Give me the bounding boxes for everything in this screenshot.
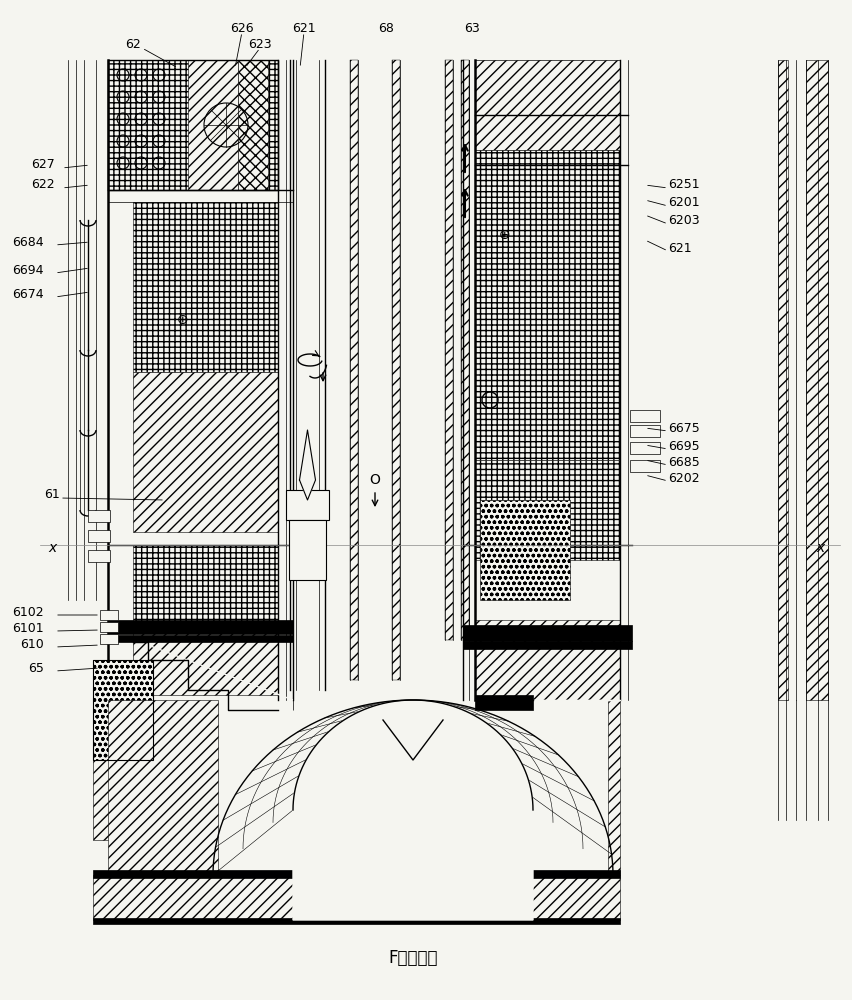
Text: 626: 626 bbox=[230, 21, 254, 34]
Bar bbox=[93, 918, 620, 924]
Text: 63: 63 bbox=[464, 21, 480, 34]
Bar bbox=[475, 60, 620, 115]
Text: 6674: 6674 bbox=[13, 288, 44, 300]
Bar bbox=[93, 760, 173, 840]
Bar bbox=[286, 490, 329, 520]
Text: 6251: 6251 bbox=[668, 178, 699, 192]
Bar bbox=[475, 620, 620, 700]
Bar bbox=[350, 60, 358, 680]
Text: 6675: 6675 bbox=[668, 422, 699, 434]
Bar bbox=[778, 60, 788, 700]
Bar bbox=[93, 870, 620, 878]
Bar bbox=[108, 60, 278, 190]
Text: x: x bbox=[816, 541, 824, 555]
Bar bbox=[100, 610, 118, 620]
Bar bbox=[108, 700, 218, 875]
Bar bbox=[475, 60, 620, 150]
Bar bbox=[463, 641, 632, 649]
Bar bbox=[133, 372, 278, 532]
Bar bbox=[93, 660, 153, 760]
Text: 6202: 6202 bbox=[668, 472, 699, 485]
Bar bbox=[480, 500, 570, 600]
Bar bbox=[461, 60, 469, 640]
Text: 627: 627 bbox=[32, 158, 55, 172]
Text: 68: 68 bbox=[378, 21, 394, 34]
Text: 62: 62 bbox=[125, 38, 141, 51]
Bar bbox=[88, 530, 110, 542]
Bar bbox=[445, 60, 453, 640]
Bar bbox=[475, 150, 620, 460]
Bar bbox=[133, 545, 278, 625]
Text: 621: 621 bbox=[292, 21, 315, 34]
Text: 6695: 6695 bbox=[668, 440, 699, 452]
Bar bbox=[608, 700, 620, 875]
Bar bbox=[88, 550, 110, 562]
Bar bbox=[630, 442, 660, 454]
Bar bbox=[392, 60, 400, 680]
Bar bbox=[238, 60, 268, 190]
Text: 61: 61 bbox=[44, 488, 60, 502]
Bar bbox=[475, 460, 620, 560]
Text: O: O bbox=[370, 473, 381, 487]
Bar bbox=[289, 520, 326, 580]
Text: 6685: 6685 bbox=[668, 456, 699, 468]
Bar bbox=[630, 425, 660, 437]
Text: 610: 610 bbox=[20, 638, 44, 650]
Text: ⊕: ⊕ bbox=[177, 313, 189, 327]
Polygon shape bbox=[148, 645, 293, 700]
Text: F外放大图: F外放大图 bbox=[389, 949, 438, 967]
Bar bbox=[630, 460, 660, 472]
Bar bbox=[88, 510, 110, 522]
Text: 65: 65 bbox=[28, 662, 44, 674]
Bar bbox=[93, 660, 153, 760]
Bar bbox=[463, 625, 632, 641]
Text: 622: 622 bbox=[32, 178, 55, 192]
Text: 623: 623 bbox=[248, 37, 272, 50]
Bar bbox=[100, 622, 118, 632]
Bar bbox=[100, 634, 118, 644]
Text: 6203: 6203 bbox=[668, 215, 699, 228]
Polygon shape bbox=[293, 700, 533, 920]
Bar bbox=[630, 410, 660, 422]
Bar bbox=[108, 620, 293, 634]
Polygon shape bbox=[300, 430, 315, 500]
Bar bbox=[108, 635, 293, 642]
Text: 6201: 6201 bbox=[668, 196, 699, 210]
Bar bbox=[475, 695, 533, 710]
Text: ⊕: ⊕ bbox=[499, 228, 511, 242]
Text: 621: 621 bbox=[668, 241, 692, 254]
Text: 6101: 6101 bbox=[13, 621, 44, 635]
Text: 6102: 6102 bbox=[13, 605, 44, 618]
Bar bbox=[133, 202, 278, 372]
Bar bbox=[188, 60, 238, 190]
Bar bbox=[133, 625, 278, 695]
Text: x: x bbox=[48, 541, 56, 555]
Text: 6684: 6684 bbox=[13, 235, 44, 248]
Bar bbox=[93, 875, 620, 920]
Bar bbox=[108, 60, 278, 190]
Bar bbox=[806, 60, 828, 700]
Text: 6694: 6694 bbox=[13, 263, 44, 276]
